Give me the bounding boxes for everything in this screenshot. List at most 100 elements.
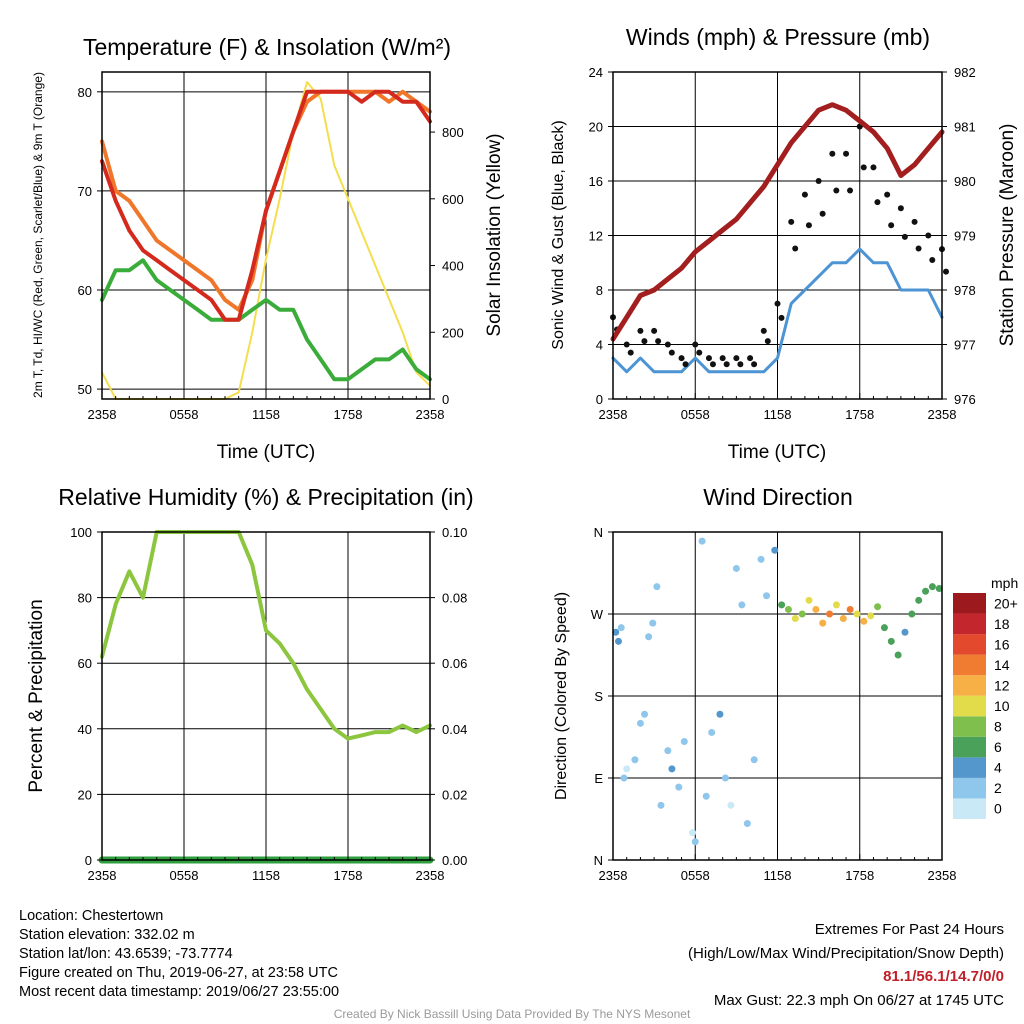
colorbar-label: 2 — [994, 780, 1002, 796]
y-tick-label: 70 — [78, 184, 92, 199]
gust-point — [860, 164, 867, 171]
x-tick-label: 2358 — [88, 868, 117, 883]
wind-direction-point — [732, 564, 740, 572]
y-tick-label: 0 — [596, 392, 603, 407]
y-tick-label: N — [594, 525, 603, 540]
x-tick-label: 1758 — [334, 407, 363, 422]
humidity-grid — [102, 531, 430, 861]
wind-direction-point — [935, 584, 943, 592]
figure-created: Figure created on Thu, 2019-06-27, at 23… — [19, 965, 338, 981]
y-tick-label: 16 — [589, 174, 603, 189]
wind-direction-point — [832, 601, 840, 609]
extremes-subtitle: (High/Low/Max Wind/Precipitation/Snow De… — [688, 944, 1004, 962]
wind-direction-point — [853, 610, 861, 618]
y-tick-label: 80 — [78, 85, 92, 100]
colorbar-swatch — [953, 736, 986, 758]
wind-direction-point — [860, 617, 868, 625]
gust-point — [774, 300, 781, 307]
temperature-panel: Temperature (F) & Insolation (W/m²) 2358… — [31, 34, 505, 463]
gust-point — [911, 218, 918, 225]
colorbar-label: 16 — [994, 636, 1010, 652]
temperature-xlabel: Time (UTC) — [217, 442, 316, 463]
wind-direction-point — [784, 605, 792, 613]
y2-tick-label: 981 — [954, 120, 976, 135]
gust-point — [819, 210, 826, 217]
wind-direction-point — [636, 719, 644, 727]
gust-point — [655, 338, 662, 345]
gust-point — [778, 314, 785, 321]
station-latlon: Station lat/lon: 43.6539; -73.7774 — [19, 946, 233, 962]
gust-point — [884, 191, 891, 198]
wind-direction-point — [798, 610, 806, 618]
wind-direction-point — [826, 610, 834, 618]
colorbar-swatch — [953, 716, 986, 737]
x-tick-label: 1758 — [845, 868, 874, 883]
wind-direction-point — [867, 612, 875, 620]
colorbar-label: 10 — [994, 698, 1010, 714]
extremes-values: 81.1/56.1/14.7/0/0 — [883, 968, 1004, 985]
gust-point — [897, 205, 904, 212]
colorbar-swatch — [953, 777, 986, 799]
colorbar-swatch — [953, 654, 986, 676]
wind-direction-point — [805, 596, 813, 604]
station-location: Location: Chestertown — [19, 908, 164, 924]
gust-point — [696, 349, 703, 356]
credit-line: Created By Nick Bassill Using Data Provi… — [333, 1007, 691, 1021]
humidity-ticks: 2358 0558 1158 1758 23580204060801000.000.02… — [70, 525, 467, 883]
winds-panel: Winds (mph) & Pressure (mb) 2358 0558 1158… — [550, 24, 1018, 463]
wind-direction-point — [791, 615, 799, 623]
x-tick-label: 0558 — [681, 868, 710, 883]
y-tick-label: 60 — [78, 283, 92, 298]
y2-tick-label: 600 — [442, 192, 464, 207]
y-tick-label: 4 — [596, 338, 603, 353]
wind-direction-point — [839, 615, 847, 623]
wind-direction-point — [614, 637, 622, 645]
gust-point — [929, 257, 936, 264]
y-tick-label: 8 — [596, 283, 603, 298]
y-tick-label: W — [591, 607, 604, 622]
gust-point — [870, 164, 877, 171]
wind-direction-point — [812, 605, 820, 613]
gust-point — [627, 349, 634, 356]
wind-direction-point — [901, 628, 909, 636]
y2-tick-label: 0.10 — [442, 525, 467, 540]
colorbar-label: 18 — [994, 616, 1010, 632]
y-tick-label: 60 — [78, 656, 92, 671]
gust-point — [874, 199, 881, 206]
gust-point — [901, 233, 908, 240]
wind-direction-point — [750, 756, 758, 764]
gust-point — [733, 355, 740, 362]
gust-point — [668, 349, 675, 356]
wind-direction-point — [668, 765, 676, 773]
wind-direction-point — [645, 633, 653, 641]
winds-lines — [610, 102, 949, 374]
colorbar-swatch — [953, 613, 986, 635]
wind-direction-point — [846, 605, 854, 613]
x-tick-label: 2358 — [928, 407, 957, 422]
gust-point — [719, 355, 726, 362]
wind-direction-point — [915, 596, 923, 604]
wind-direction-title: Wind Direction — [703, 484, 853, 510]
wind-direction-point — [894, 651, 902, 659]
wind-direction-point — [657, 801, 665, 809]
gust-point — [623, 341, 630, 348]
humidity-title: Relative Humidity (%) & Precipitation (i… — [58, 484, 473, 510]
y-tick-label: N — [594, 853, 603, 868]
gust-point — [637, 327, 644, 334]
gust-point — [751, 361, 758, 368]
wind-direction-point — [675, 783, 683, 791]
winds-ylabel: Sonic Wind & Gust (Blue, Black) — [550, 120, 567, 349]
gust-point — [833, 187, 840, 194]
wind-direction-point — [664, 747, 672, 755]
temperature-lines — [100, 81, 432, 400]
winds-xlabel: Time (UTC) — [728, 442, 827, 463]
colorbar-label: 12 — [994, 677, 1010, 693]
gust-point — [801, 191, 808, 198]
recent-timestamp: Most recent data timestamp: 2019/06/27 2… — [19, 984, 340, 1000]
gust-point — [805, 222, 812, 229]
wind-direction-point — [874, 603, 882, 611]
wind-speed-colorbar: 0 2 4 6 8 10 12 14 16 18 20+ — [953, 593, 1018, 819]
y2-tick-label: 0 — [442, 392, 449, 407]
colorbar-swatch — [953, 675, 986, 696]
gust-point — [925, 232, 932, 239]
